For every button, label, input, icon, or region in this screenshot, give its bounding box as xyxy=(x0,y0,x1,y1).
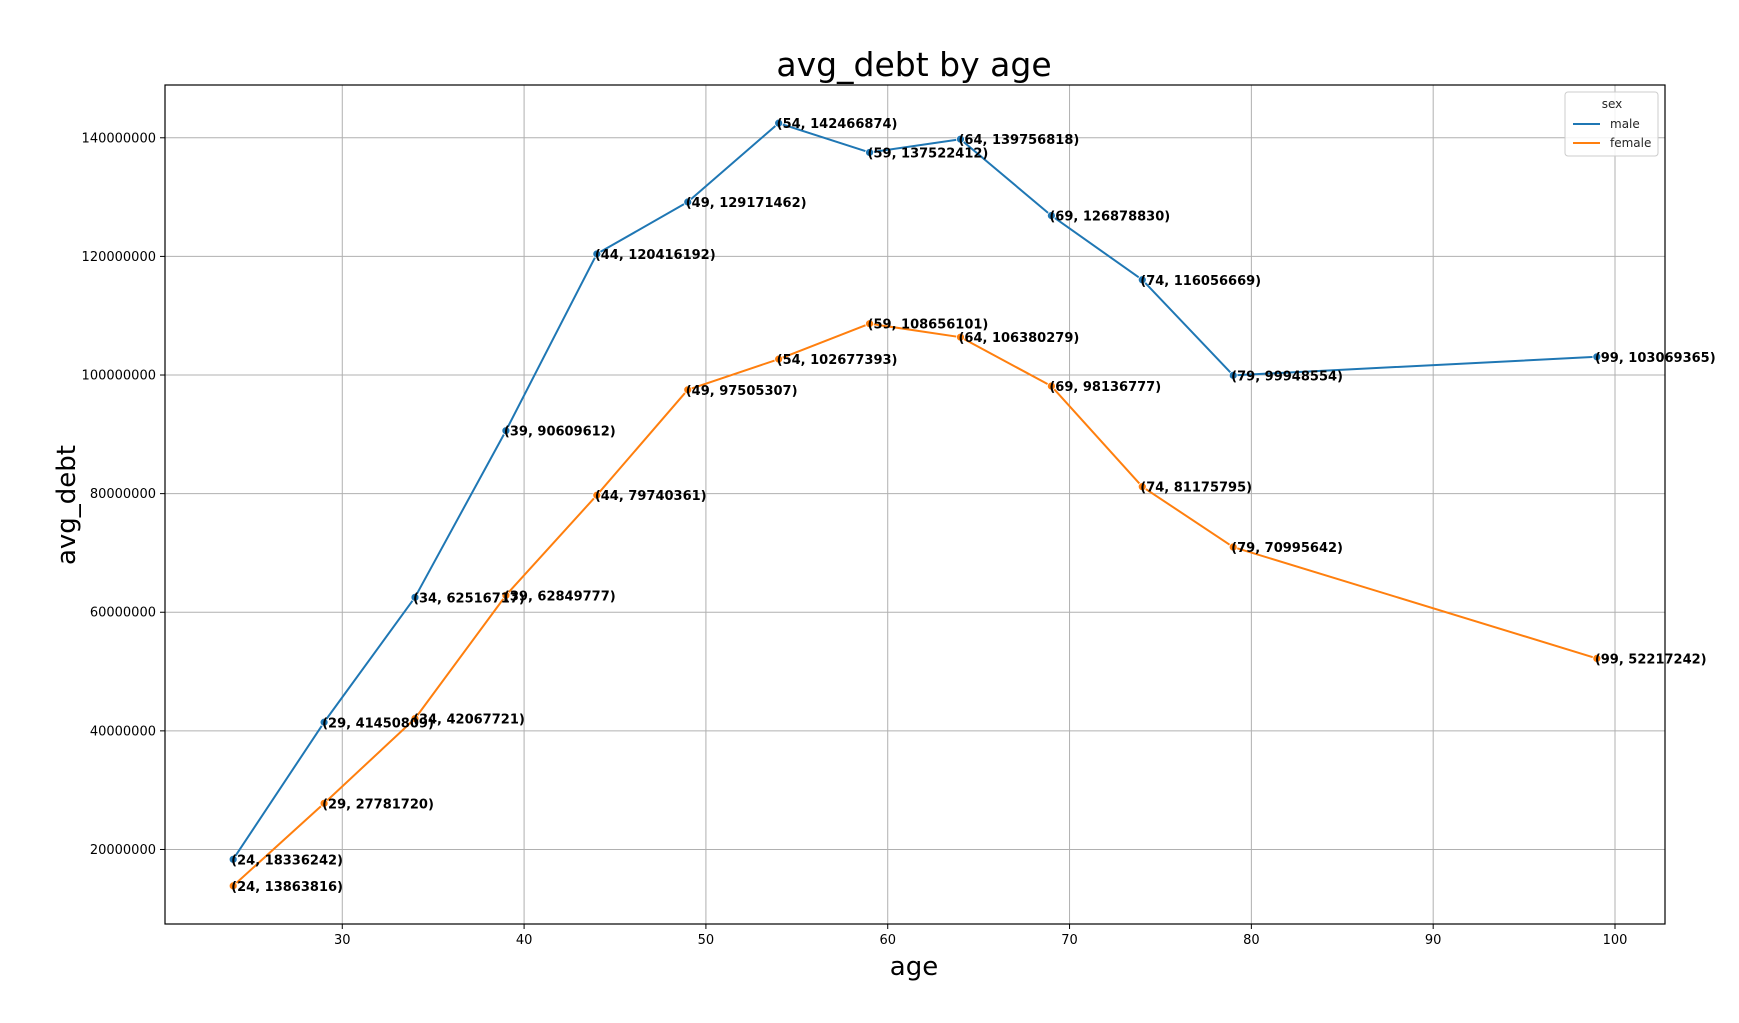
data-label-female: (59, 108656101) xyxy=(868,318,989,333)
data-label-male: (79, 99948554) xyxy=(1231,369,1343,384)
y-tick-label: 80000000 xyxy=(90,487,156,502)
x-tick-label: 100 xyxy=(1603,933,1628,948)
x-tick-label: 70 xyxy=(1061,933,1078,948)
plot-frame xyxy=(164,84,1666,925)
y-tick-label: 120000000 xyxy=(82,250,156,265)
data-point-female xyxy=(774,354,784,364)
data-point-male xyxy=(501,426,511,436)
data-point-male xyxy=(1228,370,1238,380)
data-label-male: (64, 139756818) xyxy=(958,133,1079,148)
data-label-male: (24, 18336242) xyxy=(231,853,343,868)
x-tick-label: 90 xyxy=(1425,933,1442,948)
legend-box xyxy=(1564,91,1659,157)
data-point-male xyxy=(1046,211,1056,221)
legend: sex male female xyxy=(1564,91,1659,157)
series-line-male xyxy=(232,122,1597,860)
legend-label-female: female xyxy=(1610,136,1651,150)
data-point-male xyxy=(319,717,329,727)
y-axis-ticks: 20000000 40000000 60000000 80000000 10000000… xyxy=(82,131,165,858)
point-label-layer: (24, 18336242) (29, 41450809) (34, 6251671… xyxy=(231,117,1715,895)
data-label-female: (99, 52217242) xyxy=(1595,652,1707,667)
data-point-female xyxy=(1228,542,1238,552)
data-point-female xyxy=(592,490,602,500)
data-point-male xyxy=(410,592,420,602)
data-point-female xyxy=(319,798,329,808)
data-point-female xyxy=(1046,381,1056,391)
data-label-male: (74, 116056669) xyxy=(1140,274,1261,289)
data-point-female xyxy=(228,881,238,891)
legend-entries: male female xyxy=(1573,117,1651,150)
x-tick-label: 80 xyxy=(1243,933,1260,948)
data-label-female: (29, 27781720) xyxy=(322,797,434,812)
data-label-male: (44, 120416192) xyxy=(595,248,716,263)
data-point-male xyxy=(1137,275,1147,285)
data-label-male: (99, 103069365) xyxy=(1595,351,1716,366)
x-tick-label: 40 xyxy=(516,933,533,948)
data-label-female: (79, 70995642) xyxy=(1231,541,1343,556)
y-tick-label: 100000000 xyxy=(82,369,156,384)
x-tick-label: 30 xyxy=(334,933,351,948)
data-label-female: (44, 79740361) xyxy=(595,489,707,504)
series-layer xyxy=(228,118,1602,891)
x-axis-ticks: 30 40 50 60 70 80 90 100 xyxy=(334,924,1627,948)
chart-title: avg_debt by age xyxy=(776,45,1051,84)
x-tick-label: 60 xyxy=(879,933,896,948)
data-point-female xyxy=(1137,482,1147,492)
data-label-female: (74, 81175795) xyxy=(1140,481,1252,496)
data-label-female: (54, 102677393) xyxy=(777,353,898,368)
x-tick-label: 50 xyxy=(698,933,715,948)
legend-label-male: male xyxy=(1610,117,1640,131)
data-point-female xyxy=(683,385,693,395)
data-label-male: (39, 90609612) xyxy=(504,425,616,440)
y-tick-label: 40000000 xyxy=(90,724,156,739)
data-point-female xyxy=(501,590,511,600)
data-point-male xyxy=(956,134,965,144)
y-tick-label: 20000000 xyxy=(90,843,156,858)
data-point-male xyxy=(228,854,238,864)
data-point-male xyxy=(774,118,784,128)
data-label-male: (54, 142466874) xyxy=(777,117,898,132)
data-point-female xyxy=(956,332,965,342)
data-point-male xyxy=(1592,352,1602,362)
data-point-female xyxy=(1592,654,1602,663)
data-label-female: (49, 97505307) xyxy=(686,384,798,399)
data-point-female xyxy=(865,319,874,329)
data-label-male: (34, 62516717) xyxy=(413,591,525,606)
y-tick-label: 60000000 xyxy=(90,606,156,621)
data-label-female: (24, 13863816) xyxy=(231,880,343,895)
data-label-female: (64, 106380279) xyxy=(958,331,1079,346)
y-tick-label: 140000000 xyxy=(82,131,156,146)
y-axis-label: avg_debt xyxy=(52,445,82,565)
data-label-female: (69, 98136777) xyxy=(1049,380,1161,395)
data-label-male: (49, 129171462) xyxy=(686,196,807,211)
legend-title: sex xyxy=(1602,97,1623,111)
data-point-male xyxy=(683,197,693,207)
x-axis-label: age xyxy=(890,952,938,982)
data-label-female: (39, 62849777) xyxy=(504,589,616,604)
data-label-male: (59, 137522412) xyxy=(868,146,989,161)
data-point-male xyxy=(592,249,602,259)
data-label-female: (34, 42067721) xyxy=(413,713,525,728)
data-point-male xyxy=(865,148,874,157)
data-label-male: (29, 41450809) xyxy=(322,716,434,731)
data-point-female xyxy=(410,714,420,724)
data-label-male: (69, 126878830) xyxy=(1049,210,1170,225)
grid-layer xyxy=(165,85,1665,924)
